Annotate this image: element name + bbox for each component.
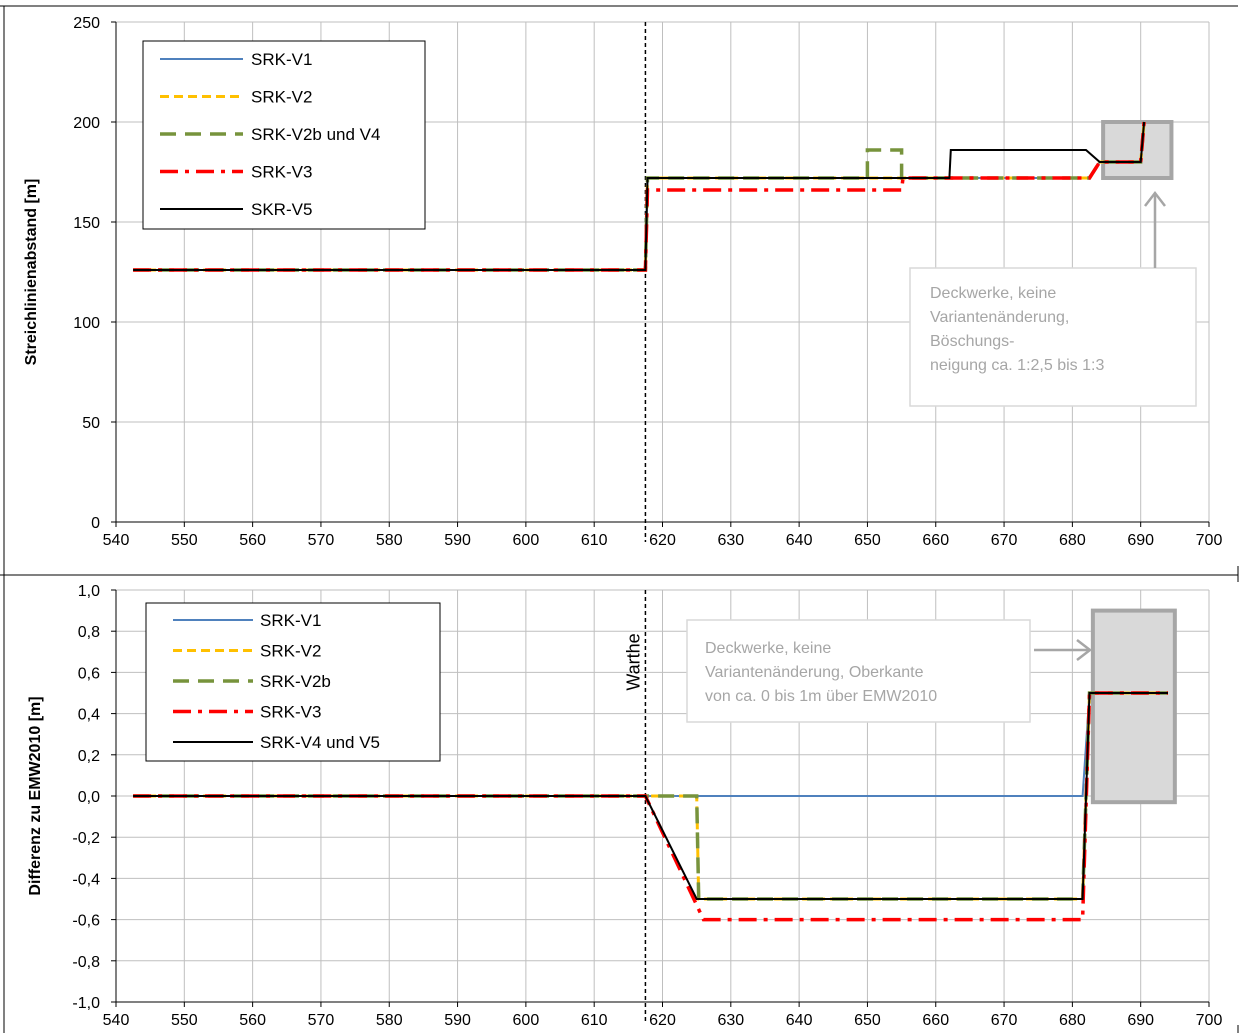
x-tick-label: 680 — [1059, 532, 1086, 549]
y-tick-label: 250 — [73, 15, 100, 32]
annotation-box — [686, 619, 1031, 723]
y-tick-label: 0,8 — [78, 624, 100, 641]
x-tick-label: 690 — [1127, 532, 1154, 549]
y-tick-label: 100 — [73, 315, 100, 332]
bottom-chart: 540 550 560 570 580 590 600 610 620 630 640 650 660 6… — [27, 583, 1222, 1029]
legend-label: SRK-V3 — [251, 163, 312, 182]
top-chart: 540 550 560 570 580 590 600 610 620 630 640 650 660 6… — [23, 15, 1222, 549]
x-tick-label: 570 — [308, 1012, 335, 1029]
annotation-text: Böschungs- — [930, 333, 1015, 350]
annotation-text: Variantenänderung, — [930, 309, 1069, 326]
series-line-srk-v4-und-v5 — [133, 692, 1168, 900]
y-tick-label: 0,2 — [78, 748, 100, 765]
x-tick-label: 630 — [717, 1012, 744, 1029]
x-tick-label: 560 — [239, 532, 266, 549]
y-tick-label: -0,8 — [72, 954, 100, 971]
x-tick-label: 700 — [1196, 1012, 1223, 1029]
y-tick-label: 1,0 — [78, 583, 100, 600]
x-tick-label: 650 — [854, 1012, 881, 1029]
x-tick-label: 650 — [854, 532, 881, 549]
x-tick-label: 590 — [444, 532, 471, 549]
x-tick-label: 600 — [513, 532, 540, 549]
y-tick-label: -0,2 — [72, 830, 100, 847]
annotation-text: Variantenänderung, Oberkante — [705, 664, 924, 681]
legend-label: SRK-V2 — [251, 88, 312, 107]
legend-label: SRK-V2b und V4 — [251, 125, 380, 144]
x-tick-label: 670 — [991, 532, 1018, 549]
legend-label: SKR-V5 — [251, 200, 312, 219]
annotation-box — [909, 267, 1197, 407]
x-tick-label: 610 — [581, 532, 608, 549]
x-tick-label: 690 — [1127, 1012, 1154, 1029]
x-tick-label: 670 — [991, 1012, 1018, 1029]
x-tick-label: 640 — [786, 532, 813, 549]
annotation-text: von ca. 0 bis 1m über EMW2010 — [705, 688, 937, 705]
x-tick-label: 660 — [922, 1012, 949, 1029]
x-tick-label: 610 — [581, 1012, 608, 1029]
x-tick-label: 560 — [239, 1012, 266, 1029]
annotation-text: Deckwerke, keine — [705, 640, 831, 657]
annotation-text: neigung ca. 1:2,5 bis 1:3 — [930, 357, 1104, 374]
legend-label: SRK-V2 — [260, 642, 321, 661]
x-tick-label: 630 — [717, 532, 744, 549]
highlight-box — [1090, 608, 1177, 805]
series-line-skr-v5 — [133, 121, 1146, 271]
x-tick-label: 590 — [444, 1012, 471, 1029]
x-tick-label: 550 — [171, 532, 198, 549]
marker-line-label: Warthe — [623, 633, 643, 690]
x-tick-label: 700 — [1196, 532, 1223, 549]
y-tick-label: 0,0 — [78, 789, 100, 806]
legend-label: SRK-V3 — [260, 703, 321, 722]
x-tick-label: 540 — [103, 1012, 130, 1029]
y-axis-label: Differenz zu EMW2010 [m] — [27, 696, 44, 895]
legend-label: SRK-V1 — [251, 50, 312, 69]
annotation-arrow-head — [1076, 639, 1093, 661]
legend-label: SRK-V2b — [260, 672, 331, 691]
x-tick-label: 550 — [171, 1012, 198, 1029]
legend-box — [145, 602, 441, 762]
y-tick-label: -0,4 — [72, 871, 100, 888]
y-tick-label: -0,6 — [72, 913, 100, 930]
x-tick-label: 580 — [376, 1012, 403, 1029]
x-tick-label: 660 — [922, 532, 949, 549]
x-tick-label: 540 — [103, 532, 130, 549]
y-tick-label: 150 — [73, 215, 100, 232]
y-tick-label: -1,0 — [72, 995, 100, 1012]
x-tick-label: 680 — [1059, 1012, 1086, 1029]
annotation-text: Deckwerke, keine — [930, 285, 1056, 302]
y-tick-label: 50 — [82, 415, 100, 432]
x-tick-label: 620 — [649, 1012, 676, 1029]
x-tick-label: 580 — [376, 532, 403, 549]
y-tick-label: 0 — [91, 515, 100, 532]
x-tick-label: 640 — [786, 1012, 813, 1029]
legend-label: SRK-V4 und V5 — [260, 733, 380, 752]
y-tick-label: 0,6 — [78, 665, 100, 682]
x-tick-label: 620 — [649, 532, 676, 549]
y-axis-label: Streichlinienabstand [m] — [23, 179, 40, 366]
y-tick-label: 200 — [73, 115, 100, 132]
annotation-arrow-head — [1144, 190, 1166, 207]
legend-label: SRK-V1 — [260, 611, 321, 630]
x-tick-label: 600 — [513, 1012, 540, 1029]
highlight-box — [1101, 120, 1174, 180]
y-tick-label: 0,4 — [78, 707, 100, 724]
x-tick-label: 570 — [308, 532, 335, 549]
